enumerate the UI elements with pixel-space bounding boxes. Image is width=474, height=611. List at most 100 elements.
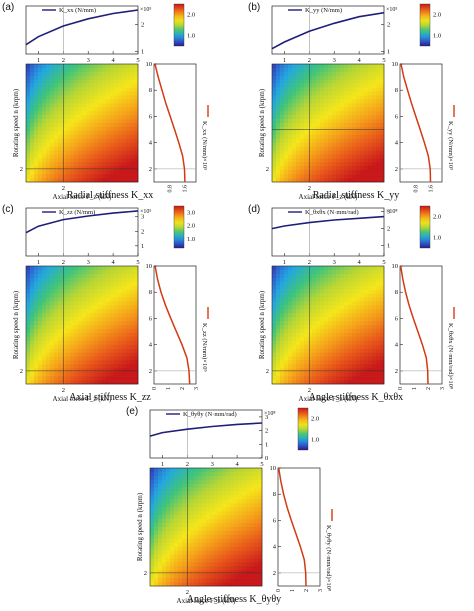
heatmap-cell [316, 317, 321, 322]
heatmap-cell [106, 281, 111, 286]
heatmap-cell [368, 348, 373, 353]
heatmap-cell [352, 317, 357, 322]
heatmap-cell [214, 538, 219, 544]
heatmap-cell [94, 266, 99, 271]
heatmap-cell [70, 364, 75, 369]
heatmap-cell [218, 566, 223, 571]
heatmap-cell [360, 146, 365, 151]
heatmap-cell [296, 340, 301, 345]
heatmap-cell [284, 305, 289, 310]
heatmap-cell [58, 119, 63, 124]
heatmap-cell [234, 546, 239, 551]
heatmap-cell [272, 328, 277, 334]
heatmap-cell [122, 146, 127, 151]
heatmap-cell [66, 360, 71, 365]
heatmap-cell [190, 578, 195, 583]
heatmap-cell [360, 336, 365, 342]
heatmap-cell [320, 87, 325, 92]
heatmap-cell [254, 471, 259, 477]
heatmap-cell [218, 503, 223, 508]
heatmap-cell [340, 380, 345, 385]
heatmap-cell [296, 154, 301, 159]
heatmap-cell [364, 130, 369, 136]
heatmap-cell [134, 134, 139, 140]
heatmap-cell [222, 527, 227, 532]
heatmap-cell [360, 289, 365, 294]
heatmap-cell [66, 281, 71, 286]
heatmap-cell [102, 364, 107, 369]
heatmap-cell [62, 166, 67, 171]
heatmap-cell [86, 305, 91, 310]
heatmap-cell [222, 550, 227, 555]
heatmap-cell [360, 79, 365, 84]
heatmap-cell [30, 95, 35, 100]
heatmap-cell [194, 471, 199, 477]
heatmap-cell [114, 344, 119, 349]
heatmap-cell [190, 527, 195, 532]
heatmap-cell [118, 321, 123, 326]
heatmap-cell [78, 138, 83, 143]
heatmap-cell [372, 67, 377, 73]
heatmap-cell [376, 130, 381, 136]
heatmap-cell [74, 103, 79, 108]
heatmap-cell [344, 134, 349, 140]
heatmap-cell [376, 170, 381, 175]
heatmap-cell [284, 87, 289, 92]
side-y-tick-label: 6 [273, 517, 277, 524]
heatmap-cell [198, 534, 203, 540]
heatmap-cell [210, 499, 215, 504]
heatmap-cell [344, 150, 349, 155]
heatmap-cell [340, 305, 345, 310]
heatmap-cell [94, 150, 99, 155]
heatmap-cell [352, 305, 357, 310]
heatmap-cell [34, 115, 39, 120]
heatmap-cell [86, 103, 91, 108]
heatmap-cell [74, 71, 79, 77]
heatmap-cell [280, 178, 285, 183]
heatmap-cell [352, 178, 357, 183]
heatmap-cell [82, 277, 87, 283]
heatmap-y-tick-label: 2 [266, 166, 269, 173]
heatmap-cell [360, 305, 365, 310]
heatmap-cell [292, 376, 297, 381]
heatmap-cell [86, 67, 91, 73]
heatmap-cell [288, 146, 293, 151]
heatmap-cell [118, 289, 123, 294]
heatmap-cell [336, 174, 341, 179]
heatmap-cell [26, 119, 31, 124]
heatmap-cell [198, 507, 203, 512]
heatmap-cell [316, 99, 321, 104]
heatmap-cell [308, 332, 313, 338]
top-x-tick-label: 1 [37, 259, 40, 266]
heatmap-cell [38, 344, 43, 349]
heatmap-cell [150, 562, 155, 567]
heatmap-cell [162, 499, 167, 504]
heatmap-cell [292, 281, 297, 286]
heatmap-cell [78, 119, 83, 124]
heatmap-cell [368, 364, 373, 369]
side-x-tick-label: 1 [412, 387, 418, 390]
heatmap-cell [324, 107, 329, 112]
heatmap-cell [26, 344, 31, 349]
heatmap-cell [376, 166, 381, 171]
heatmap-cell [304, 170, 309, 175]
heatmap-cell [288, 368, 293, 373]
heatmap-cell [340, 348, 345, 353]
heatmap-cell [206, 566, 211, 571]
heatmap-cell [272, 91, 277, 96]
heatmap-cell [340, 289, 345, 294]
heatmap-cell [130, 356, 135, 361]
heatmap-cell [308, 285, 313, 290]
heatmap-cell [210, 534, 215, 540]
heatmap-cell [308, 293, 313, 298]
heatmap-cell [130, 285, 135, 290]
heatmap-cell [158, 554, 163, 559]
top-series-line [271, 11, 385, 50]
heatmap-cell [42, 376, 47, 381]
heatmap-cell [26, 79, 31, 84]
heatmap-cell [340, 123, 345, 128]
side-legend-label: K_yy (N/mm)×10⁵ [447, 121, 454, 170]
colorbar-tick-label: 1.0 [187, 33, 195, 40]
heatmap-cell [30, 364, 35, 369]
heatmap-cell [94, 301, 99, 306]
